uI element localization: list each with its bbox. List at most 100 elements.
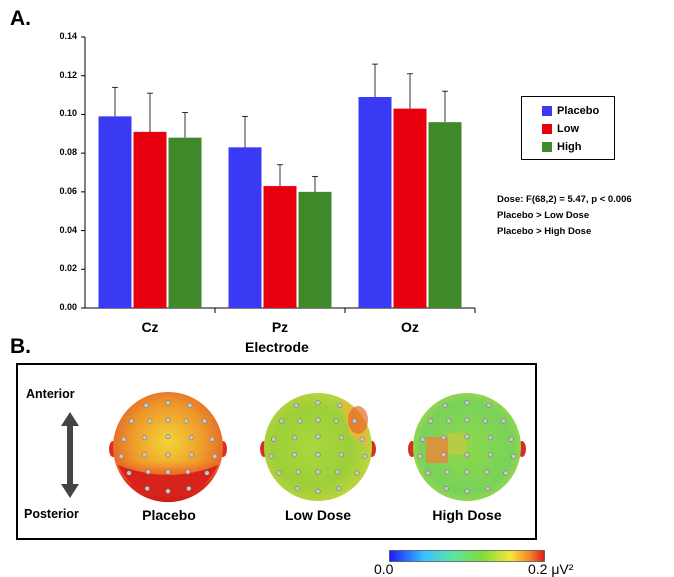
electrode-dot (428, 418, 434, 424)
electrode-dot (297, 418, 303, 424)
electrode-dot (165, 434, 171, 440)
electrode-dot (441, 452, 447, 458)
electrode-dot (294, 486, 300, 492)
y-tick-label: 0.10 (59, 108, 77, 119)
electrode-dot (487, 435, 493, 441)
electrode-dot (188, 435, 194, 441)
electrode-dot (121, 436, 127, 442)
electrode-dot (279, 418, 285, 424)
electrode-dot (165, 417, 171, 423)
electrode-dot (333, 418, 339, 424)
electrode-dot (485, 486, 491, 492)
electrode-dot (268, 453, 274, 459)
electrode-dot (276, 470, 282, 476)
electrode-dot (165, 488, 171, 494)
x-tick-label-cz: Cz (141, 319, 159, 335)
legend-item-placebo: Placebo (542, 105, 599, 117)
electrode-dot (144, 486, 150, 492)
bar-placebo-cz (98, 116, 132, 308)
electrode-dot (486, 402, 492, 408)
electrode-dot (142, 452, 148, 458)
electrode-dot (359, 436, 365, 442)
legend-label-low: Low (557, 123, 579, 135)
electrode-dot (337, 402, 343, 408)
electrode-dot (315, 417, 321, 423)
electrode-dot (354, 470, 360, 476)
y-tick-label: 0.00 (59, 302, 77, 312)
electrode-dot (335, 469, 341, 475)
x-tick-label-pz: Pz (271, 319, 289, 335)
anterior-label: Anterior (26, 387, 75, 401)
stats-line-1: Dose: F(68,2) = 5.47, p < 0.006 (497, 194, 632, 205)
electrode-dot (443, 486, 449, 492)
electrode-dot (500, 418, 506, 424)
electrode-dot (315, 469, 321, 475)
electrode-dot (188, 452, 194, 458)
electrode-dot (464, 400, 470, 406)
electrode-dot (442, 402, 448, 408)
electrode-dot (508, 436, 514, 442)
electrode-dot (441, 435, 447, 441)
electrode-dot (420, 436, 426, 442)
electrode-dot (145, 469, 151, 475)
colorbar-max-label: 0.2 μV² (528, 561, 574, 577)
electrode-dot (482, 418, 488, 424)
topomap-label-high-dose: High Dose (432, 507, 502, 523)
electrode-dot (464, 434, 470, 440)
electrode-dot (511, 453, 517, 459)
electrode-dot (126, 470, 132, 476)
electrode-dot (147, 418, 153, 424)
electrode-dot (338, 452, 344, 458)
y-tick-label: 0.02 (59, 263, 77, 274)
legend-item-high: High (542, 141, 581, 153)
electrode-dot (464, 417, 470, 423)
electrode-dot (185, 469, 191, 475)
electrode-dot (186, 486, 192, 492)
electrode-dot (315, 488, 321, 494)
electrode-dot (293, 402, 299, 408)
topomaps-svg (109, 392, 526, 503)
electrode-dot (212, 453, 218, 459)
y-tick-label: 0.12 (59, 69, 77, 80)
colorbar (389, 550, 545, 562)
electrode-dot (187, 402, 193, 408)
bar-low-oz (393, 108, 427, 308)
topomap-low-dose (260, 393, 376, 501)
electrode-dot (201, 418, 207, 424)
electrode-dot (165, 469, 171, 475)
topomap-panel: Anterior Posterior (16, 363, 537, 540)
electrode-dot (351, 418, 357, 424)
electrode-dot (209, 436, 215, 442)
electrode-dot (315, 452, 321, 458)
electrode-dot (292, 435, 298, 441)
y-tick-label: 0.14 (59, 31, 77, 41)
legend-swatch-high (542, 142, 552, 152)
electrode-dot (446, 418, 452, 424)
electrode-dot (417, 453, 423, 459)
electrode-dot (143, 402, 149, 408)
electrode-dot (464, 469, 470, 475)
electrode-dots (118, 400, 517, 494)
topomap-label-placebo: Placebo (142, 507, 196, 523)
stats-line-3: Placebo > High Dose (497, 226, 592, 237)
legend-swatch-placebo (542, 106, 552, 116)
anterior-posterior-arrow (61, 412, 79, 498)
electrode-dot (271, 436, 277, 442)
x-axis-title: Electrode (245, 339, 309, 355)
bar-placebo-oz (358, 97, 392, 308)
electrode-dot (487, 452, 493, 458)
electrode-dot (464, 488, 470, 494)
electrode-dot (183, 418, 189, 424)
electrode-dot (336, 486, 342, 492)
electrode-dot (425, 470, 431, 476)
bar-high-cz (168, 137, 202, 308)
posterior-label: Posterior (24, 507, 79, 521)
bar-high-pz (298, 191, 332, 308)
legend-item-low: Low (542, 123, 579, 135)
bar-low-pz (263, 186, 297, 308)
y-tick-label: 0.06 (59, 185, 77, 196)
electrode-dot (204, 470, 210, 476)
electrode-dot (295, 469, 301, 475)
electrode-dot (315, 400, 321, 406)
electrode-dot (118, 453, 124, 459)
